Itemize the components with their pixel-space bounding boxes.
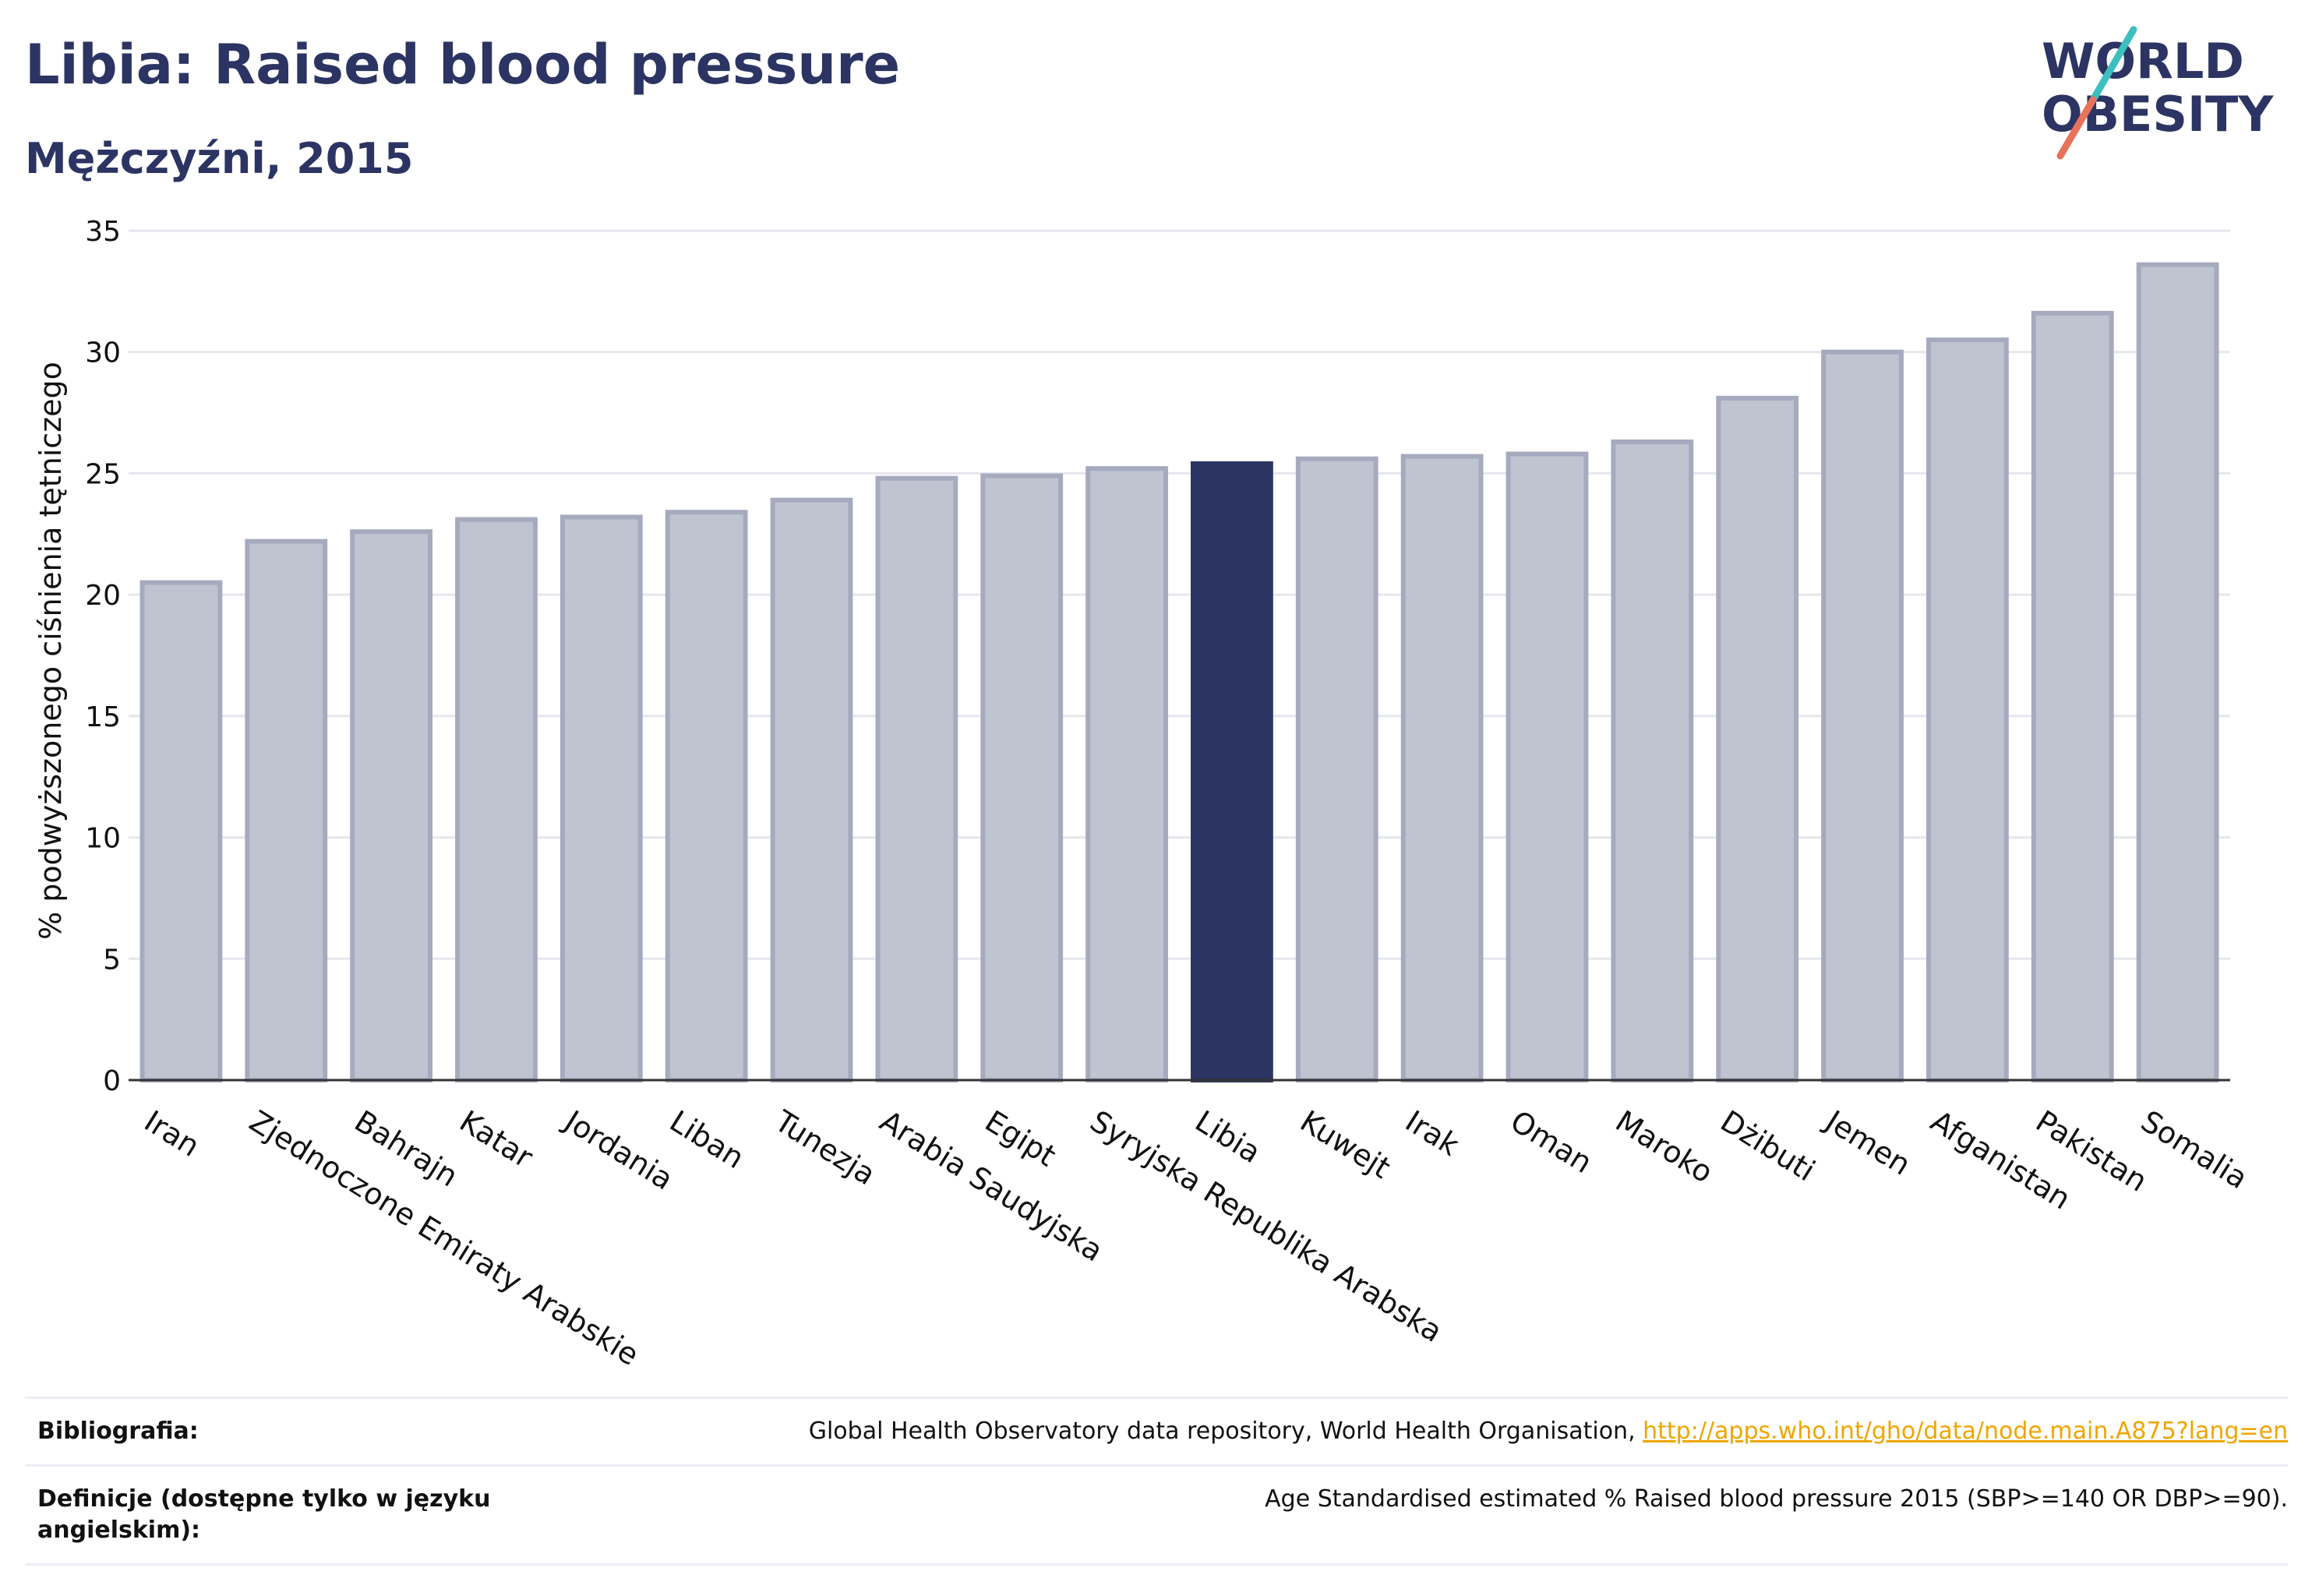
x-tick-label: Oman: [1505, 1103, 1598, 1180]
y-tick-label: 25: [85, 458, 121, 490]
bar: [1295, 456, 1378, 1082]
x-tick-label: Irak: [1400, 1103, 1465, 1163]
logo-line2: OBESITY: [2042, 86, 2274, 143]
bar: [1716, 395, 1799, 1082]
bar: [1191, 461, 1273, 1082]
x-tick-label: Katar: [454, 1103, 539, 1174]
y-tick-label: 5: [103, 944, 121, 976]
world-obesity-logo: WORLD OBESITY: [2042, 26, 2274, 160]
chart-title: Libia: Raised blood pressure: [25, 33, 901, 97]
bar: [139, 580, 223, 1082]
y-tick-label: 15: [85, 701, 121, 733]
x-tick-label: Egipt: [979, 1103, 1061, 1173]
bar: [2136, 262, 2219, 1083]
bar: [770, 497, 853, 1082]
y-tick-label: 35: [85, 216, 121, 248]
x-tick-label: Somalia: [2135, 1103, 2254, 1195]
y-tick-label: 30: [85, 337, 121, 369]
bar: [875, 475, 958, 1082]
bibliography-label: Bibliografia:: [37, 1418, 199, 1445]
definition-value: Age Standardised estimated % Raised bloo…: [1265, 1485, 2288, 1513]
y-axis-label: % podwyższonego ciśnienia tętniczego: [34, 362, 68, 940]
bar: [1821, 349, 1904, 1082]
definition-row: Definicje (dostępne tylko w języku angie…: [25, 1464, 2288, 1566]
bar: [245, 538, 328, 1082]
y-tick-label: 0: [103, 1065, 121, 1097]
bar: [1926, 337, 2009, 1082]
bar: [1400, 454, 1484, 1082]
footer: Bibliografia: Global Health Observatory …: [25, 1396, 2288, 1566]
bibliography-value: Global Health Observatory data repositor…: [809, 1416, 2288, 1447]
x-tick-label: Maroko: [1610, 1103, 1719, 1189]
bar: [350, 529, 433, 1082]
x-tick-label: Tunezja: [768, 1103, 881, 1192]
y-tick-label: 20: [85, 580, 121, 612]
bar: [665, 510, 748, 1082]
y-tick-label: 10: [85, 823, 121, 855]
bar: [1085, 466, 1168, 1082]
chart-subtitle: Mężczyźni, 2015: [25, 134, 414, 183]
x-tick-label: Libia: [1189, 1103, 1266, 1170]
bibliography-link[interactable]: http://apps.who.int/gho/data/node.main.A…: [1643, 1418, 2288, 1445]
x-tick-label: Jemen: [1819, 1103, 1917, 1181]
x-tick-label: Iran: [139, 1103, 206, 1163]
logo-line1: WORLD: [2042, 33, 2244, 90]
x-tick-label: Jordania: [557, 1103, 679, 1196]
bibliography-row: Bibliografia: Global Health Observatory …: [25, 1396, 2288, 1464]
bar: [1611, 439, 1694, 1082]
bar: [1505, 451, 1589, 1082]
bar: [559, 514, 643, 1082]
definition-label: Definicje (dostępne tylko w języku angie…: [37, 1485, 491, 1544]
bar: [455, 517, 538, 1082]
bar: [2031, 310, 2114, 1082]
bar: [980, 473, 1064, 1082]
x-tick-label: Kuwejt: [1294, 1103, 1396, 1185]
x-tick-label: Liban: [664, 1103, 750, 1175]
x-tick-label: Dżibuti: [1714, 1103, 1820, 1188]
bibliography-text: Global Health Observatory data repositor…: [808, 1418, 1643, 1445]
